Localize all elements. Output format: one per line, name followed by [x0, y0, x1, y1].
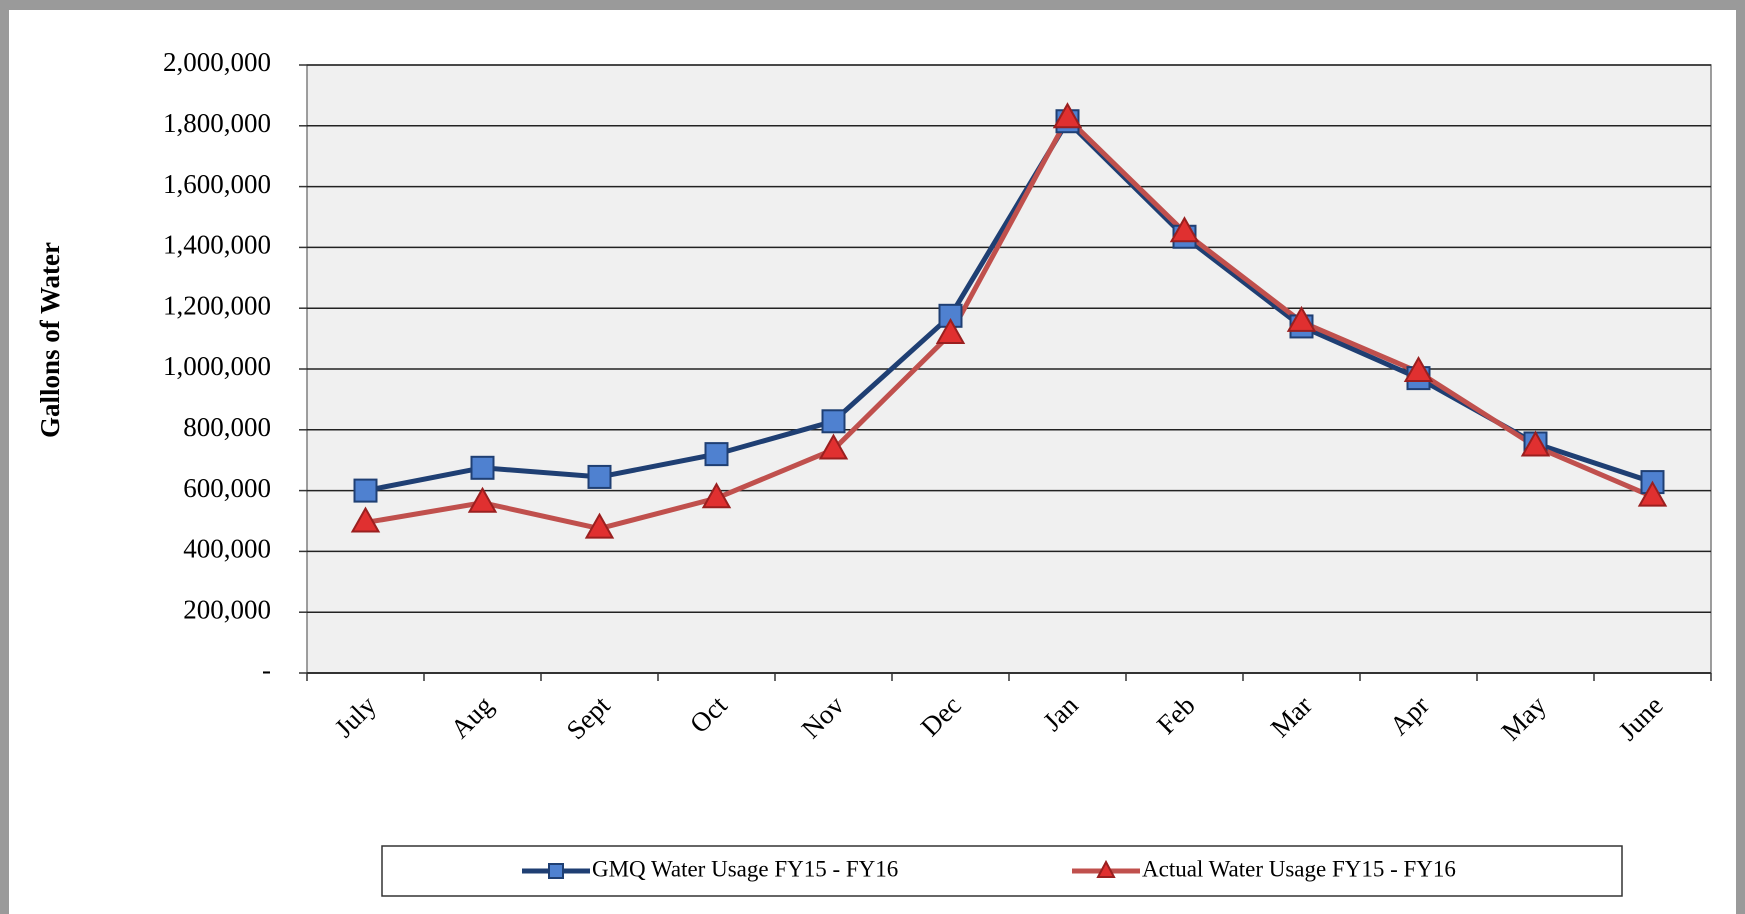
data-point [353, 478, 378, 503]
y-tick-label: 1,200,000 [163, 290, 271, 320]
y-tick-label: 600,000 [183, 473, 271, 503]
y-tick-label: 200,000 [183, 594, 271, 624]
x-tick-label: Sept [561, 690, 617, 746]
data-point [587, 464, 612, 489]
frame-left [0, 0, 9, 914]
x-tick-label: Feb [1151, 690, 1201, 740]
y-tick-label: - [262, 655, 271, 685]
series-line [365, 115, 1654, 532]
legend-label: Actual Water Usage FY15 - FY16 [1142, 856, 1456, 881]
x-tick-label: May [1496, 690, 1553, 747]
x-tick-label: July [329, 690, 382, 743]
y-tick-label: 400,000 [183, 534, 271, 564]
data-point [470, 455, 495, 480]
data-point [1052, 102, 1083, 129]
y-tick-label: 1,800,000 [163, 108, 271, 138]
series-line [365, 118, 1654, 494]
y-tick-label: 1,600,000 [163, 169, 271, 199]
frame-top [0, 0, 1745, 10]
data-point [818, 433, 849, 460]
y-tick-label: 2,000,000 [163, 47, 271, 77]
data-point [1637, 480, 1668, 507]
data-point [1403, 356, 1434, 383]
x-tick-label: Nov [796, 690, 850, 744]
data-point [704, 442, 729, 467]
x-tick-label: Oct [684, 690, 733, 739]
legend-marker [548, 863, 564, 879]
x-tick-label: Aug [445, 690, 499, 744]
data-point [1286, 305, 1317, 332]
data-point [1520, 430, 1551, 457]
y-tick-label: 1,000,000 [163, 351, 271, 381]
data-point [701, 482, 732, 509]
y-axis-label: Gallons of Water [35, 242, 65, 438]
data-point [350, 506, 381, 533]
y-tick-label: 1,400,000 [163, 230, 271, 260]
data-point [935, 318, 966, 345]
x-tick-label: Jan [1037, 690, 1084, 737]
x-tick-label: Dec [915, 690, 967, 742]
y-tick-label: 800,000 [183, 412, 271, 442]
data-point [821, 409, 846, 434]
legend-marker [1096, 859, 1116, 878]
frame-right [1736, 0, 1745, 914]
x-tick-label: June [1613, 690, 1669, 746]
x-tick-label: Apr [1384, 690, 1435, 741]
data-point [584, 512, 615, 539]
legend-label: GMQ Water Usage FY15 - FY16 [592, 856, 898, 881]
data-point [1169, 216, 1200, 243]
x-tick-label: Mar [1265, 690, 1318, 743]
data-point [467, 486, 498, 513]
